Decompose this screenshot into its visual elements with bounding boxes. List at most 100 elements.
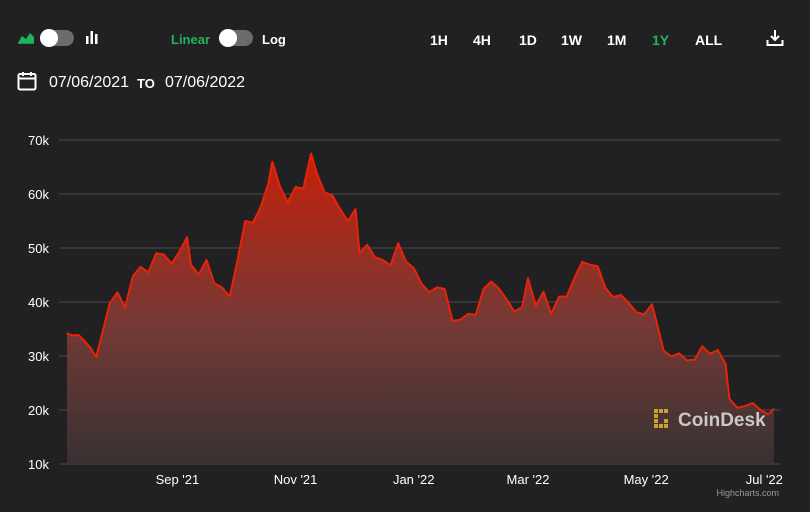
data-point bbox=[651, 303, 653, 305]
data-point bbox=[604, 287, 607, 289]
data-point bbox=[324, 191, 326, 193]
data-point bbox=[759, 409, 762, 411]
data-point bbox=[620, 294, 622, 296]
x-tick-label: Sep '21 bbox=[156, 472, 200, 487]
y-tick-label: 70k bbox=[28, 133, 49, 148]
data-point bbox=[686, 359, 688, 361]
data-point bbox=[767, 413, 769, 415]
data-point bbox=[147, 271, 149, 273]
data-point bbox=[506, 298, 508, 300]
area-chart-icon[interactable] bbox=[17, 30, 35, 44]
data-point bbox=[573, 277, 576, 279]
data-point bbox=[628, 302, 630, 304]
data-point bbox=[459, 319, 461, 321]
data-point bbox=[451, 320, 454, 322]
data-point bbox=[728, 398, 731, 400]
data-point bbox=[535, 305, 537, 307]
data-point bbox=[72, 334, 74, 337]
data-point bbox=[163, 253, 165, 256]
data-point bbox=[95, 356, 97, 358]
data-point bbox=[521, 306, 523, 308]
data-point bbox=[444, 288, 446, 290]
data-point bbox=[252, 222, 254, 224]
data-point bbox=[155, 252, 157, 254]
data-point bbox=[413, 267, 415, 269]
y-tick-label: 10k bbox=[28, 457, 49, 472]
data-point bbox=[581, 261, 583, 263]
date-to-input[interactable]: 07/06/2022 bbox=[165, 74, 246, 91]
data-point bbox=[709, 353, 711, 355]
data-point bbox=[267, 182, 269, 184]
data-point bbox=[475, 314, 477, 316]
price-area-fill bbox=[67, 153, 774, 464]
range-1h-button[interactable]: 1H bbox=[430, 32, 448, 48]
y-tick-label: 30k bbox=[28, 349, 49, 364]
download-icon[interactable] bbox=[766, 29, 784, 47]
data-point bbox=[663, 350, 665, 352]
range-1d-button[interactable]: 1D bbox=[519, 32, 537, 48]
data-point bbox=[140, 266, 142, 268]
y-tick-label: 40k bbox=[28, 295, 49, 310]
coindesk-watermark-text: CoinDesk bbox=[678, 410, 766, 431]
data-point bbox=[213, 282, 215, 284]
data-point bbox=[374, 256, 376, 258]
data-point bbox=[331, 195, 333, 197]
data-point bbox=[542, 291, 545, 293]
data-point bbox=[736, 407, 738, 409]
calendar-icon[interactable] bbox=[17, 71, 37, 91]
data-point bbox=[635, 311, 638, 313]
data-point bbox=[566, 296, 568, 298]
scale-log-label[interactable]: Log bbox=[262, 32, 286, 47]
x-tick-label: Mar '22 bbox=[507, 472, 550, 487]
data-point bbox=[701, 345, 703, 347]
data-point bbox=[773, 408, 775, 410]
data-point bbox=[717, 349, 719, 351]
data-point bbox=[339, 208, 341, 210]
chart-toolbar: Linear Log 1H 4H 1D 1W 1M 1Y ALL bbox=[0, 0, 810, 70]
data-point bbox=[171, 263, 173, 265]
highcharts-credits[interactable]: Highcharts.com bbox=[716, 488, 779, 498]
bar-chart-icon[interactable] bbox=[85, 30, 99, 44]
range-1y-button[interactable]: 1Y bbox=[652, 32, 670, 48]
data-point bbox=[116, 291, 118, 293]
range-4h-button[interactable]: 4H bbox=[473, 32, 491, 48]
range-1w-button[interactable]: 1W bbox=[561, 32, 582, 48]
data-point bbox=[597, 265, 599, 267]
date-from-input[interactable]: 07/06/2021 bbox=[49, 74, 130, 91]
scale-toggle[interactable] bbox=[219, 29, 253, 47]
coindesk-logo-icon bbox=[654, 409, 668, 428]
data-point bbox=[316, 172, 318, 175]
data-point bbox=[550, 313, 552, 315]
data-point bbox=[694, 359, 696, 361]
data-point bbox=[279, 186, 281, 188]
data-point bbox=[589, 264, 591, 266]
data-point bbox=[420, 283, 423, 285]
x-tick-label: Jul '22 bbox=[746, 472, 783, 487]
data-point bbox=[382, 259, 384, 261]
data-point bbox=[124, 306, 126, 308]
data-point bbox=[190, 264, 192, 266]
data-point bbox=[101, 334, 103, 336]
data-point bbox=[513, 311, 516, 313]
data-point bbox=[725, 363, 727, 365]
data-point bbox=[752, 402, 754, 404]
x-tick-label: Jan '22 bbox=[393, 472, 435, 487]
data-point bbox=[186, 236, 188, 238]
data-point bbox=[355, 208, 357, 210]
data-point bbox=[271, 161, 273, 163]
data-point bbox=[670, 355, 672, 358]
scale-linear-label[interactable]: Linear bbox=[171, 32, 211, 47]
data-point bbox=[83, 340, 85, 342]
range-1m-button[interactable]: 1M bbox=[607, 32, 627, 48]
data-point bbox=[389, 264, 392, 266]
range-all-button[interactable]: ALL bbox=[695, 32, 723, 48]
coindesk-watermark: CoinDesk bbox=[654, 409, 766, 431]
data-point bbox=[229, 296, 231, 298]
y-tick-label: 60k bbox=[28, 187, 49, 202]
data-point bbox=[744, 405, 746, 407]
toggle-knob bbox=[40, 29, 58, 47]
chart-type-toggle[interactable] bbox=[40, 29, 74, 47]
y-tick-label: 20k bbox=[28, 403, 49, 418]
data-point bbox=[302, 188, 304, 190]
